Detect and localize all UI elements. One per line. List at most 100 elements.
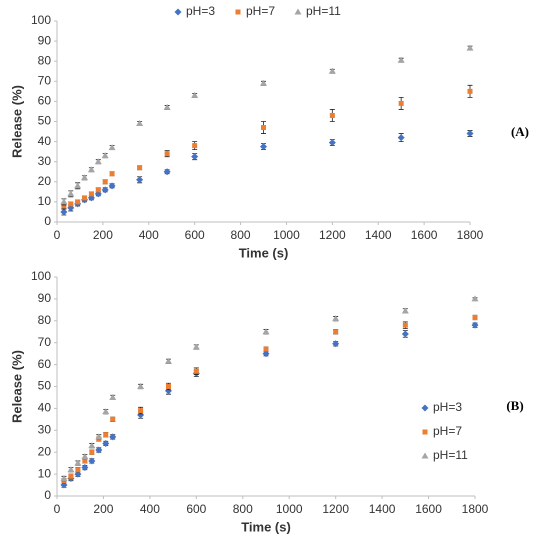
x-tick-label: 1600: [411, 228, 438, 242]
marker: [101, 186, 109, 194]
marker: [163, 103, 171, 110]
marker: [294, 8, 302, 15]
y-tick-label: 10: [38, 194, 52, 208]
marker: [88, 457, 96, 465]
x-tick-label: 0: [54, 502, 61, 516]
y-tick-label: 0: [44, 214, 51, 228]
marker: [164, 387, 172, 395]
y-tick-label: 100: [31, 269, 51, 283]
legend-label: pH=3: [186, 4, 215, 18]
marker: [137, 411, 145, 419]
y-tick-label: 70: [38, 73, 52, 87]
x-tick-label: 1400: [369, 502, 396, 516]
marker: [402, 322, 408, 328]
marker: [89, 449, 95, 455]
marker: [108, 182, 116, 190]
marker: [192, 143, 198, 149]
marker: [60, 208, 68, 216]
panel-label: (B): [506, 398, 523, 413]
marker: [95, 187, 101, 193]
y-tick-label: 0: [44, 488, 51, 502]
marker: [137, 165, 143, 171]
marker: [260, 79, 267, 86]
marker: [466, 44, 474, 51]
x-tick-label: 800: [231, 228, 251, 242]
marker: [110, 416, 116, 422]
marker: [82, 195, 88, 201]
marker: [260, 143, 267, 151]
marker: [191, 153, 199, 161]
marker: [109, 171, 115, 177]
marker: [328, 139, 336, 147]
marker: [88, 442, 96, 449]
marker: [397, 134, 405, 142]
y-tick-label: 50: [38, 379, 52, 393]
y-tick-label: 20: [38, 174, 52, 188]
marker: [471, 295, 479, 302]
x-tick-label: 1000: [276, 502, 303, 516]
marker: [136, 176, 144, 184]
x-axis-label: Time (s): [239, 245, 289, 260]
x-tick-label: 1200: [319, 228, 346, 242]
marker: [261, 125, 266, 131]
y-tick-label: 50: [38, 114, 52, 128]
marker: [421, 452, 429, 459]
marker: [137, 383, 145, 389]
marker: [102, 439, 110, 447]
y-tick-label: 90: [38, 33, 52, 47]
legend-label: pH=7: [246, 4, 275, 18]
marker: [68, 473, 74, 479]
marker: [401, 307, 409, 314]
marker: [108, 144, 116, 151]
x-tick-label: 400: [139, 228, 159, 242]
y-tick-label: 100: [31, 13, 51, 27]
marker: [471, 321, 479, 329]
marker: [193, 368, 199, 374]
marker: [82, 458, 88, 464]
marker: [329, 112, 335, 118]
marker: [81, 174, 89, 181]
y-tick-label: 10: [38, 466, 52, 480]
marker: [87, 166, 95, 173]
x-tick-label: 400: [140, 502, 160, 516]
marker: [95, 433, 103, 440]
y-tick-label: 60: [38, 94, 52, 108]
legend-label: pH=11: [306, 4, 341, 18]
y-tick-label: 80: [38, 53, 52, 67]
x-tick-label: 1400: [365, 228, 392, 242]
marker: [102, 408, 110, 415]
x-tick-label: 1000: [273, 228, 300, 242]
marker: [467, 88, 473, 94]
x-tick-label: 1200: [322, 502, 349, 516]
x-tick-label: 600: [186, 502, 206, 516]
marker: [68, 201, 74, 207]
marker: [164, 151, 170, 157]
marker: [81, 453, 89, 460]
marker: [75, 467, 81, 473]
y-tick-label: 30: [38, 422, 52, 436]
y-tick-label: 80: [38, 313, 52, 327]
y-tick-label: 60: [38, 357, 52, 371]
marker: [67, 466, 75, 473]
marker: [81, 464, 89, 472]
x-tick-label: 1800: [462, 502, 489, 516]
marker: [397, 56, 405, 63]
marker: [109, 433, 117, 441]
legend-label: pH=3: [433, 400, 462, 414]
marker: [138, 408, 144, 414]
panel-label: (A): [511, 124, 529, 139]
y-tick-label: 70: [38, 335, 52, 349]
y-axis-label: Release (%): [9, 85, 24, 158]
marker: [332, 340, 340, 348]
legend-label: pH=7: [433, 424, 462, 438]
marker: [136, 120, 144, 127]
x-tick-label: 800: [233, 502, 253, 516]
y-tick-label: 40: [38, 134, 52, 148]
marker: [103, 432, 109, 438]
marker: [328, 67, 336, 74]
y-tick-label: 30: [38, 154, 52, 168]
marker: [422, 429, 428, 435]
marker: [164, 357, 172, 364]
x-tick-label: 200: [93, 502, 113, 516]
